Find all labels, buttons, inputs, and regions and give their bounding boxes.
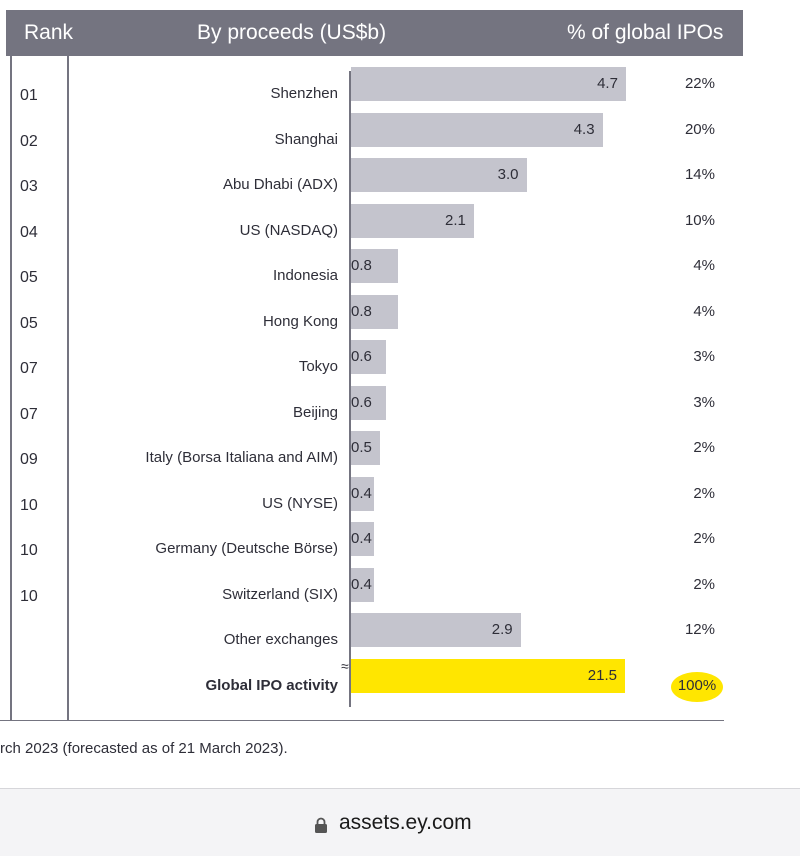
exchange-label: Other exchanges xyxy=(223,631,338,648)
total-pct: 100% xyxy=(677,677,717,694)
proceeds-bar xyxy=(351,158,527,192)
table-baseline xyxy=(0,720,724,721)
lock-icon xyxy=(315,817,327,833)
rank-cell: 10 xyxy=(20,496,38,514)
rank-cell: 10 xyxy=(20,542,38,559)
bar-value-label: 0.6 xyxy=(351,348,372,365)
bar-value-label: 0.4 xyxy=(351,484,372,502)
bar-value-label: 2.1 xyxy=(444,211,466,229)
bar-value-label: 0.4 xyxy=(351,530,372,547)
pct-cell: 22% xyxy=(684,75,715,92)
proceeds-bar xyxy=(351,112,603,147)
proceeds-bar xyxy=(351,385,387,420)
exchange-label: Shenzhen xyxy=(270,85,338,102)
proceeds-bar xyxy=(351,431,381,465)
bar-value-label: 0.6 xyxy=(351,393,372,411)
bar-value-label: 0.8 xyxy=(351,257,372,274)
pct-cell: 4% xyxy=(693,257,715,274)
exchange-label: US (NYSE) xyxy=(262,494,338,512)
exchange-label: Germany (Deutsche Börse) xyxy=(155,540,338,557)
rank-cell: 03 xyxy=(20,178,38,195)
bar-value-label: 4.7 xyxy=(597,75,618,92)
exchange-label: Tokyo xyxy=(298,358,338,375)
proceeds-bar xyxy=(351,522,375,556)
total-pct-highlight xyxy=(671,672,723,702)
exchange-label: Shanghai xyxy=(274,130,338,148)
proceeds-bar xyxy=(351,67,626,101)
axis-break-mark: ≈ xyxy=(341,658,349,674)
proceeds-bar xyxy=(351,340,387,374)
bar-value-label: 4.3 xyxy=(573,120,595,138)
exchange-label: Switzerland (SIX) xyxy=(222,585,338,603)
header-proceeds: By proceeds (US$b) xyxy=(197,21,387,44)
exchange-label: Indonesia xyxy=(272,267,338,284)
rank-cell: 04 xyxy=(20,223,38,241)
table-header: Rank By proceeds (US$b) % of global IPOs xyxy=(6,10,743,56)
header-pct: % of global IPOs xyxy=(567,21,724,44)
pct-cell: 4% xyxy=(693,302,715,320)
header-rank: Rank xyxy=(24,21,74,44)
footnote: rch 2023 (forecasted as of 21 March 2023… xyxy=(0,740,288,757)
bar-value-label: 0.5 xyxy=(351,439,372,456)
pct-cell: 2% xyxy=(693,530,715,547)
proceeds-bar xyxy=(351,294,398,329)
exchange-label: Global IPO activity xyxy=(205,676,338,694)
rank-divider xyxy=(67,56,69,720)
proceeds-bar xyxy=(351,203,474,238)
bar-value-label: 0.4 xyxy=(351,575,372,593)
rank-cell: 07 xyxy=(20,360,38,377)
total-bar xyxy=(351,658,625,693)
rank-cell: 05 xyxy=(20,269,38,286)
pct-cell: 14% xyxy=(684,166,715,183)
exchange-label: Abu Dhabi (ADX) xyxy=(222,176,338,193)
pct-cell: 10% xyxy=(684,211,715,229)
proceeds-bar xyxy=(351,567,375,602)
rank-cell: 10 xyxy=(20,587,38,605)
left-border xyxy=(10,56,12,720)
proceeds-bar xyxy=(351,613,521,647)
bar-value-label: 2.9 xyxy=(491,621,513,638)
pct-cell: 2% xyxy=(693,439,715,456)
bar-value-label: 0.8 xyxy=(351,302,372,320)
proceeds-bar xyxy=(351,476,375,511)
pct-cell: 2% xyxy=(693,575,715,593)
proceeds-bar xyxy=(351,249,398,283)
bar-value-label: 3.0 xyxy=(497,166,519,183)
rank-cell: 01 xyxy=(20,87,38,104)
rank-cell: 02 xyxy=(20,132,38,150)
browser-url-bar[interactable] xyxy=(0,788,800,856)
rank-cell: 05 xyxy=(20,314,38,332)
exchange-label: Hong Kong xyxy=(262,312,338,330)
bar-axis xyxy=(349,71,351,707)
pct-cell: 12% xyxy=(684,621,715,638)
exchange-label: Italy (Borsa Italiana and AIM) xyxy=(145,449,338,466)
bar-value-label: 21.5 xyxy=(587,666,617,684)
exchange-label: Beijing xyxy=(292,403,338,421)
pct-cell: 20% xyxy=(684,120,715,138)
exchange-label: US (NASDAQ) xyxy=(239,221,338,239)
rank-cell: 09 xyxy=(20,451,38,468)
rank-cell: 07 xyxy=(20,405,38,423)
browser-url[interactable]: assets.ey.com xyxy=(339,811,472,834)
pct-cell: 3% xyxy=(693,393,715,411)
pct-cell: 2% xyxy=(693,484,715,502)
pct-cell: 3% xyxy=(693,348,715,365)
